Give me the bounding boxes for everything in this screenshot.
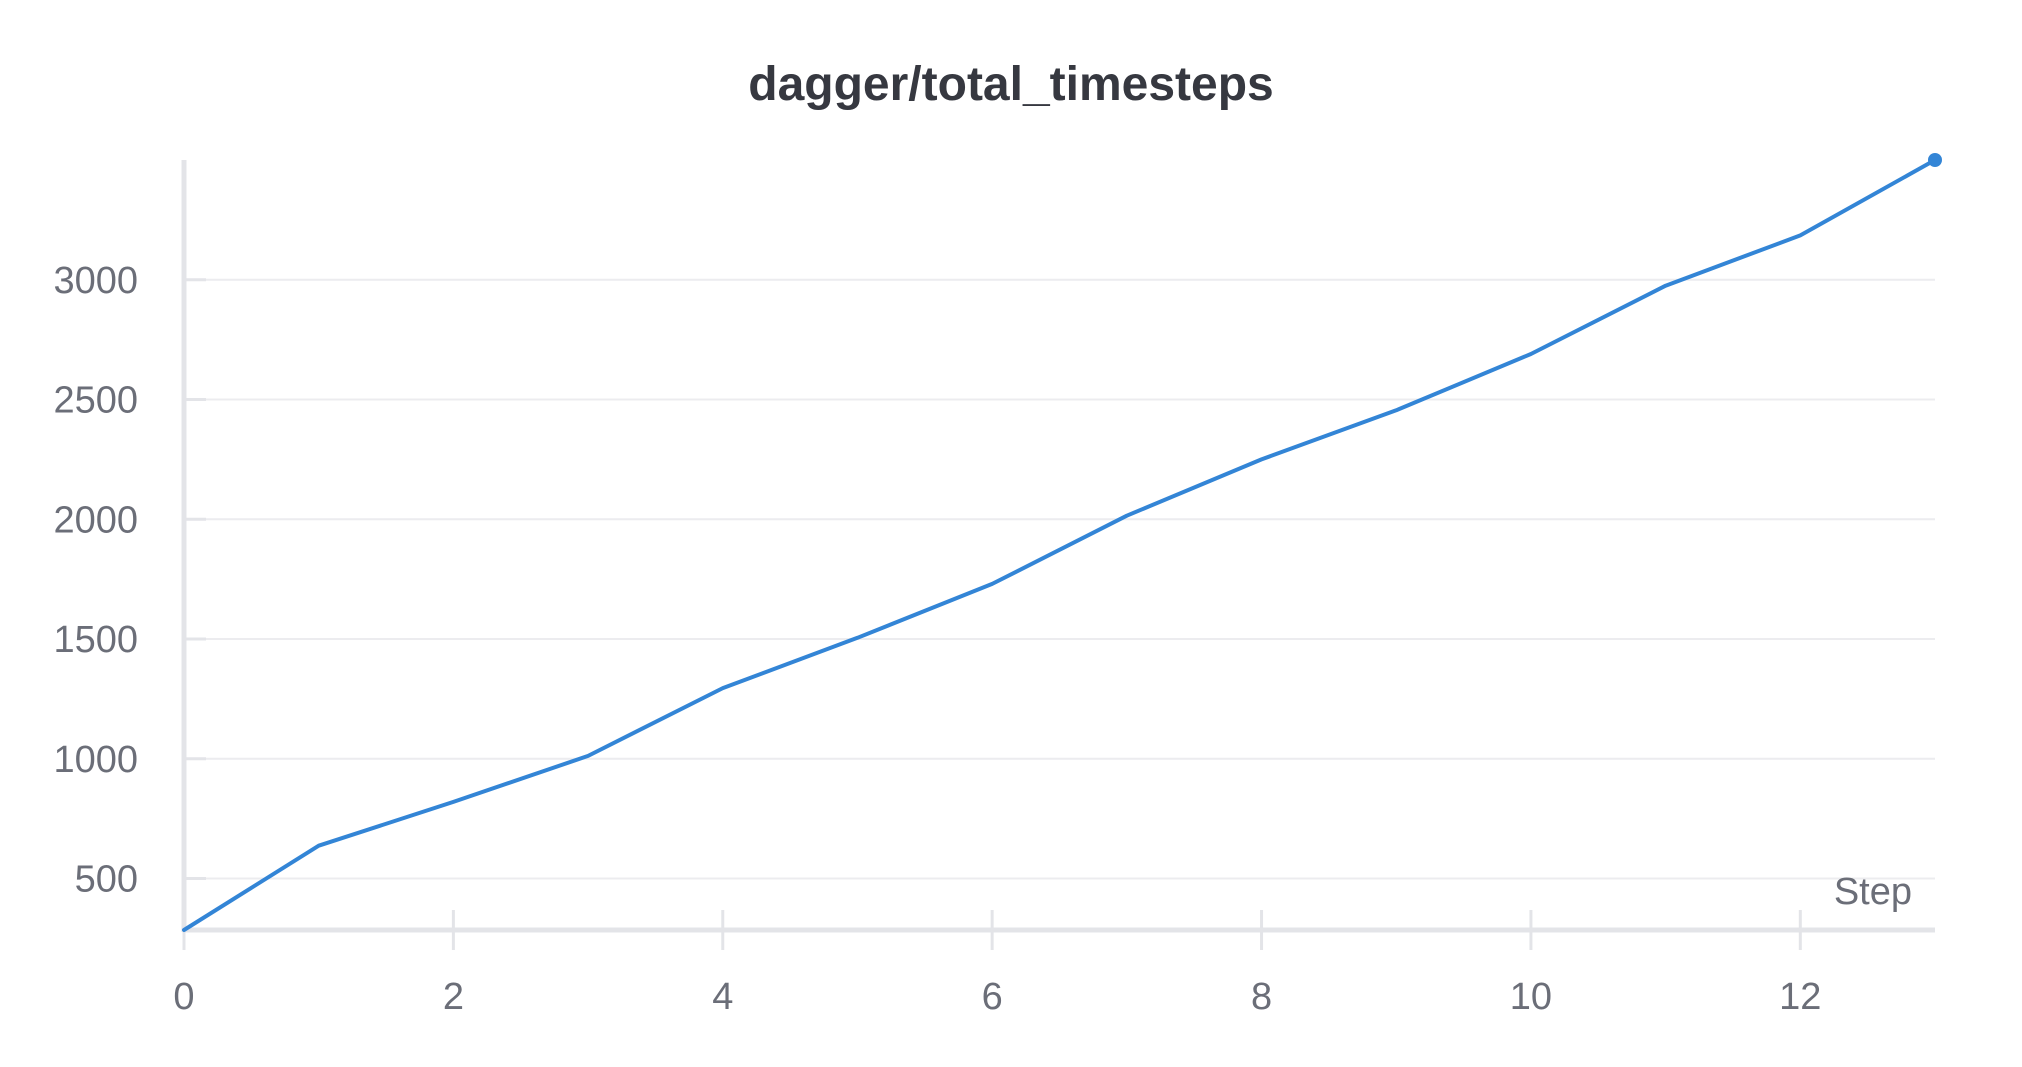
x-tick-label: 12 [1779, 976, 1821, 1018]
y-tick-label: 2000 [53, 499, 138, 541]
series-line [182, 158, 1937, 932]
y-tick-label: 1000 [53, 739, 138, 781]
x-tick-label: 4 [712, 976, 733, 1018]
y-tick-label: 3000 [53, 260, 138, 302]
y-tick-label: 2500 [53, 380, 138, 422]
last-point-marker [1928, 153, 1942, 167]
axes: 500 1000 1500 2000 2500 3000 0 2 4 6 8 10 12 [53, 160, 1935, 1018]
x-tick-label: 8 [1251, 976, 1272, 1018]
chart-title: dagger/total_timesteps [748, 58, 1273, 111]
y-tick-label: 500 [75, 859, 138, 901]
x-tick-label: 0 [173, 976, 194, 1018]
x-tick-label: 6 [982, 976, 1003, 1018]
x-axis-title: Step [1834, 871, 1912, 913]
x-tick-label: 10 [1510, 976, 1552, 1018]
y-tick-label: 1500 [53, 619, 138, 661]
series [182, 153, 1942, 932]
x-tick-label: 2 [443, 976, 464, 1018]
grid [184, 278, 1935, 880]
